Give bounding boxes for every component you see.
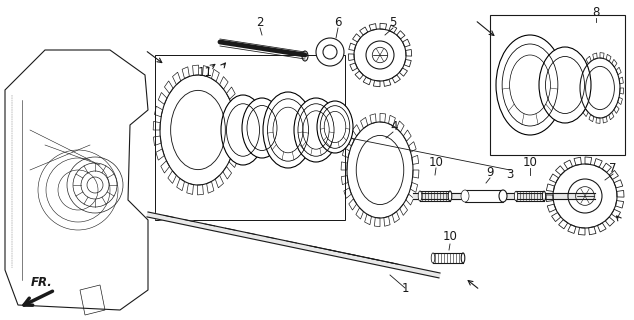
Polygon shape [147,212,440,278]
Ellipse shape [448,191,452,201]
Text: 8: 8 [592,5,600,19]
Text: 10: 10 [522,156,538,169]
Text: 1: 1 [401,282,409,294]
Ellipse shape [221,95,265,165]
Ellipse shape [242,98,282,158]
Ellipse shape [418,191,422,201]
Ellipse shape [542,191,546,201]
Text: 10: 10 [429,156,443,169]
Text: 2: 2 [256,15,264,28]
Ellipse shape [514,191,518,201]
Ellipse shape [431,253,435,263]
Text: 6: 6 [334,15,342,28]
Ellipse shape [317,101,353,153]
Text: 11: 11 [198,66,212,78]
Ellipse shape [461,253,465,263]
Text: FR.: FR. [31,276,53,290]
Text: 7: 7 [609,162,617,174]
Text: 10: 10 [443,230,458,244]
Bar [465,190,503,202]
Ellipse shape [263,92,313,168]
Circle shape [316,38,344,66]
Ellipse shape [539,47,591,123]
Ellipse shape [499,190,507,202]
Text: 9: 9 [486,165,494,179]
Text: 4: 4 [391,119,398,132]
Ellipse shape [496,35,564,135]
Ellipse shape [294,98,338,162]
Ellipse shape [461,190,469,202]
Text: 5: 5 [389,15,397,28]
Polygon shape [413,193,595,199]
Text: 3: 3 [507,169,514,181]
